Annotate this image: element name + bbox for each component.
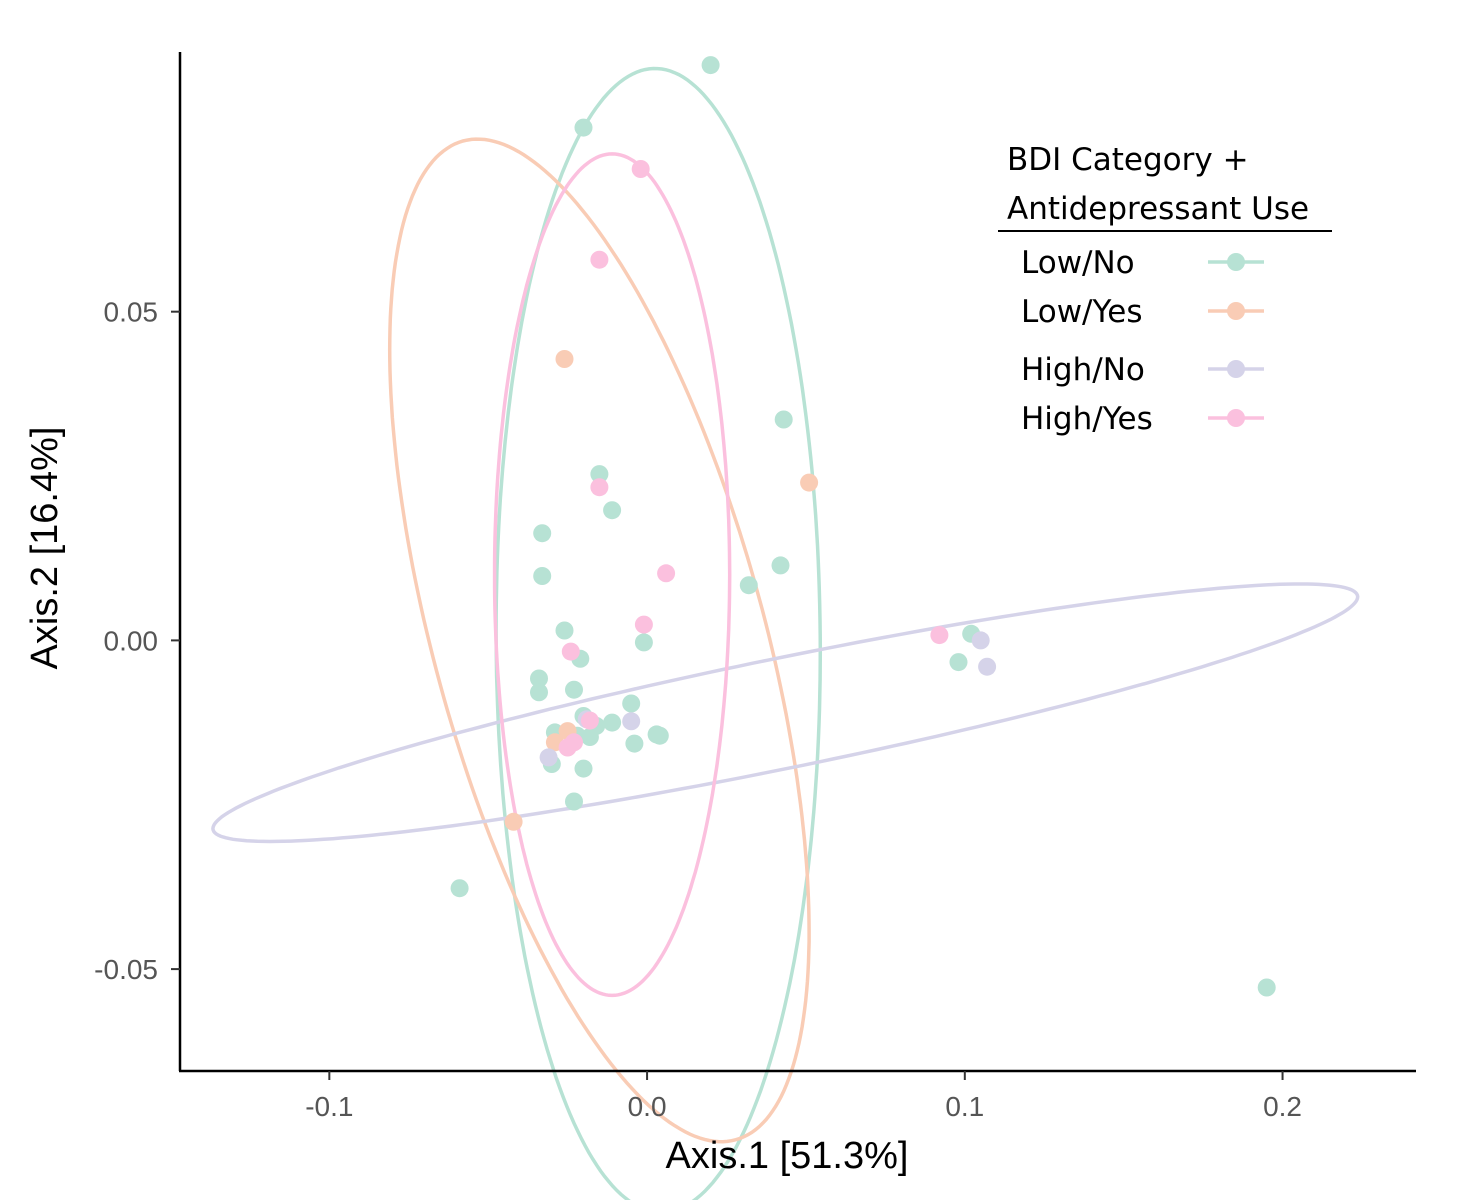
data-point <box>450 879 469 898</box>
data-point <box>622 712 641 731</box>
y-axis-ticks: 0.05 0.00 -0.05 <box>94 297 180 985</box>
data-point <box>574 759 593 778</box>
y-axis-title: Axis.2 [16.4%] <box>24 427 66 670</box>
data-point <box>603 501 622 520</box>
data-point <box>625 734 644 753</box>
data-point <box>949 653 968 672</box>
legend-title-line2: Antidepressant Use <box>1007 191 1309 227</box>
data-point <box>631 160 650 178</box>
y-tick-label: 0.05 <box>104 297 159 328</box>
legend-title-line1: BDI Category + <box>1007 142 1249 178</box>
data-point <box>555 621 574 640</box>
ellipse-high-yes <box>492 152 732 998</box>
data-point <box>580 711 599 730</box>
data-point <box>978 657 997 676</box>
series-high-yes <box>558 160 949 757</box>
data-point <box>539 748 558 767</box>
legend-item-low-yes: Low/Yes <box>1021 294 1264 330</box>
data-point <box>574 118 593 137</box>
data-point <box>533 524 552 543</box>
legend-key-point <box>1227 302 1245 320</box>
data-point <box>930 626 949 645</box>
y-tick-label: -0.05 <box>94 954 158 985</box>
data-point <box>565 792 583 811</box>
ellipse-low-no <box>494 66 823 1200</box>
data-point <box>800 473 819 492</box>
legend-key-point <box>1227 360 1245 378</box>
data-point <box>971 631 990 650</box>
data-point <box>565 680 583 699</box>
x-axis-title: Axis.1 [51.3%] <box>666 1135 909 1177</box>
x-tick-label: 0.0 <box>628 1091 667 1122</box>
data-point <box>590 478 609 497</box>
ellipse-low-yes <box>387 137 811 1144</box>
y-tick-label: 0.00 <box>104 625 159 656</box>
legend-item-high-no: High/No <box>1021 352 1264 388</box>
data-point <box>1257 978 1276 997</box>
legend-entries: Low/No Low/Yes High/No High/Yes <box>1021 245 1264 437</box>
data-point <box>647 725 666 744</box>
legend-label: High/No <box>1021 352 1145 388</box>
data-point <box>504 812 523 831</box>
data-point <box>622 694 641 713</box>
data-point <box>590 465 609 484</box>
legend-item-low-no: Low/No <box>1021 245 1264 281</box>
data-point <box>555 350 574 368</box>
data-point <box>580 728 599 746</box>
legend-item-high-yes: High/Yes <box>1021 401 1264 437</box>
x-tick-label: 0.1 <box>945 1091 984 1122</box>
data-point <box>701 56 720 75</box>
data-point <box>771 556 790 575</box>
legend-label: Low/Yes <box>1021 294 1143 330</box>
ellipse-high-no <box>211 582 1360 844</box>
data-point <box>558 738 577 757</box>
legend-key-point <box>1227 253 1245 271</box>
data-point <box>530 669 548 688</box>
data-point <box>657 564 676 583</box>
x-axis-ticks: -0.1 0.0 0.1 0.2 <box>305 1071 1302 1122</box>
x-tick-label: -0.1 <box>305 1091 353 1122</box>
data-point <box>530 683 548 702</box>
data-point <box>634 615 653 634</box>
data-point <box>603 713 622 732</box>
data-point <box>634 633 653 652</box>
data-point <box>739 576 758 595</box>
data-point <box>561 642 580 661</box>
legend: BDI Category + Antidepressant Use Low/No… <box>998 142 1332 437</box>
x-tick-label: 0.2 <box>1263 1091 1302 1122</box>
confidence-ellipses <box>211 66 1360 1200</box>
data-point <box>774 410 793 429</box>
data-points <box>450 56 1276 997</box>
data-point <box>590 250 609 269</box>
series-high-no <box>539 631 997 767</box>
legend-key-point <box>1227 409 1245 427</box>
data-point <box>533 567 552 585</box>
legend-label: High/Yes <box>1021 401 1153 437</box>
legend-label: Low/No <box>1021 245 1135 281</box>
